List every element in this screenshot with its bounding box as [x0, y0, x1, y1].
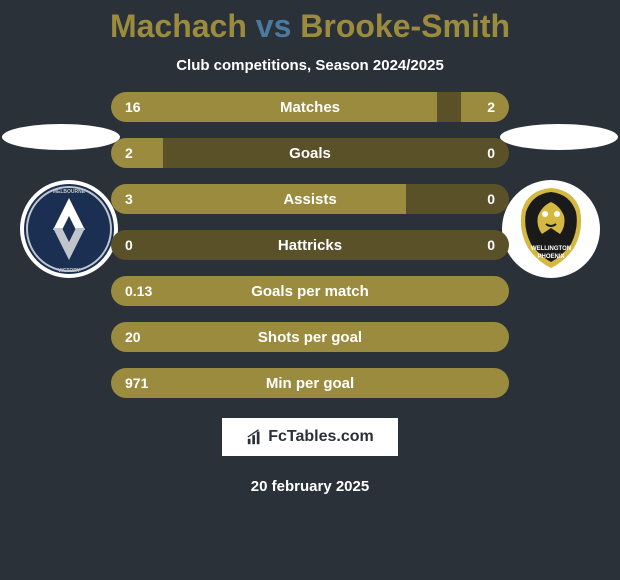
footer-date: 20 february 2025 — [251, 478, 369, 495]
ellipse-left — [2, 124, 120, 150]
club-logo-right: WELLINGTON PHOENIX — [502, 180, 600, 278]
stat-bar-goals-per-match: 0.13 Goals per match — [111, 276, 509, 306]
bar-fill-right — [461, 92, 509, 122]
stat-value-left: 0 — [125, 237, 133, 253]
bar-fill-left — [111, 138, 163, 168]
subtitle: Club competitions, Season 2024/2025 — [176, 57, 444, 74]
ellipse-right — [500, 124, 618, 150]
title-vs: vs — [256, 8, 292, 44]
stat-bar-goals: 2 Goals 0 — [111, 138, 509, 168]
stat-label: Shots per goal — [258, 329, 362, 346]
fctables-box[interactable]: FcTables.com — [222, 418, 398, 456]
stat-value-left: 20 — [125, 329, 141, 345]
stat-label: Matches — [280, 99, 340, 116]
stat-label: Goals — [289, 145, 331, 162]
stat-value-right: 0 — [487, 145, 495, 161]
stat-bar-min-per-goal: 971 Min per goal — [111, 368, 509, 398]
stat-value-right: 0 — [487, 237, 495, 253]
bar-fill-left — [111, 92, 437, 122]
stat-value-left: 2 — [125, 145, 133, 161]
title-right-player: Brooke-Smith — [300, 8, 510, 44]
stat-label: Min per goal — [266, 375, 354, 392]
stat-bar-matches: 16 Matches 2 — [111, 92, 509, 122]
club-logo-left: MELBOURNE VICTORY — [20, 180, 118, 278]
svg-text:WELLINGTON: WELLINGTON — [531, 246, 571, 252]
stat-value-left: 971 — [125, 375, 148, 391]
stat-value-left: 16 — [125, 99, 141, 115]
svg-text:PHOENIX: PHOENIX — [537, 254, 564, 260]
svg-text:MELBOURNE: MELBOURNE — [53, 189, 86, 195]
svg-text:VICTORY: VICTORY — [58, 268, 81, 274]
bar-fill-left — [111, 184, 406, 214]
stats-bars: 16 Matches 2 2 Goals 0 3 Assists 0 0 Hat… — [111, 92, 509, 398]
wellington-phoenix-logo-icon: WELLINGTON PHOENIX — [502, 180, 600, 278]
stat-label: Goals per match — [251, 283, 369, 300]
comparison-container: Machach vs Brooke-Smith Club competition… — [0, 0, 620, 580]
page-title: Machach vs Brooke-Smith — [110, 8, 510, 45]
stat-bar-hattricks: 0 Hattricks 0 — [111, 230, 509, 260]
stat-bar-shots-per-goal: 20 Shots per goal — [111, 322, 509, 352]
melbourne-victory-logo-icon: MELBOURNE VICTORY — [20, 180, 118, 278]
fctables-chart-icon — [246, 428, 264, 446]
fctables-label: FcTables.com — [268, 428, 374, 446]
stat-value-right: 2 — [487, 99, 495, 115]
title-left-player: Machach — [110, 8, 247, 44]
stat-label: Hattricks — [278, 237, 342, 254]
stat-value-right: 0 — [487, 191, 495, 207]
stat-value-left: 0.13 — [125, 283, 152, 299]
stat-label: Assists — [283, 191, 336, 208]
stat-value-left: 3 — [125, 191, 133, 207]
stat-bar-assists: 3 Assists 0 — [111, 184, 509, 214]
